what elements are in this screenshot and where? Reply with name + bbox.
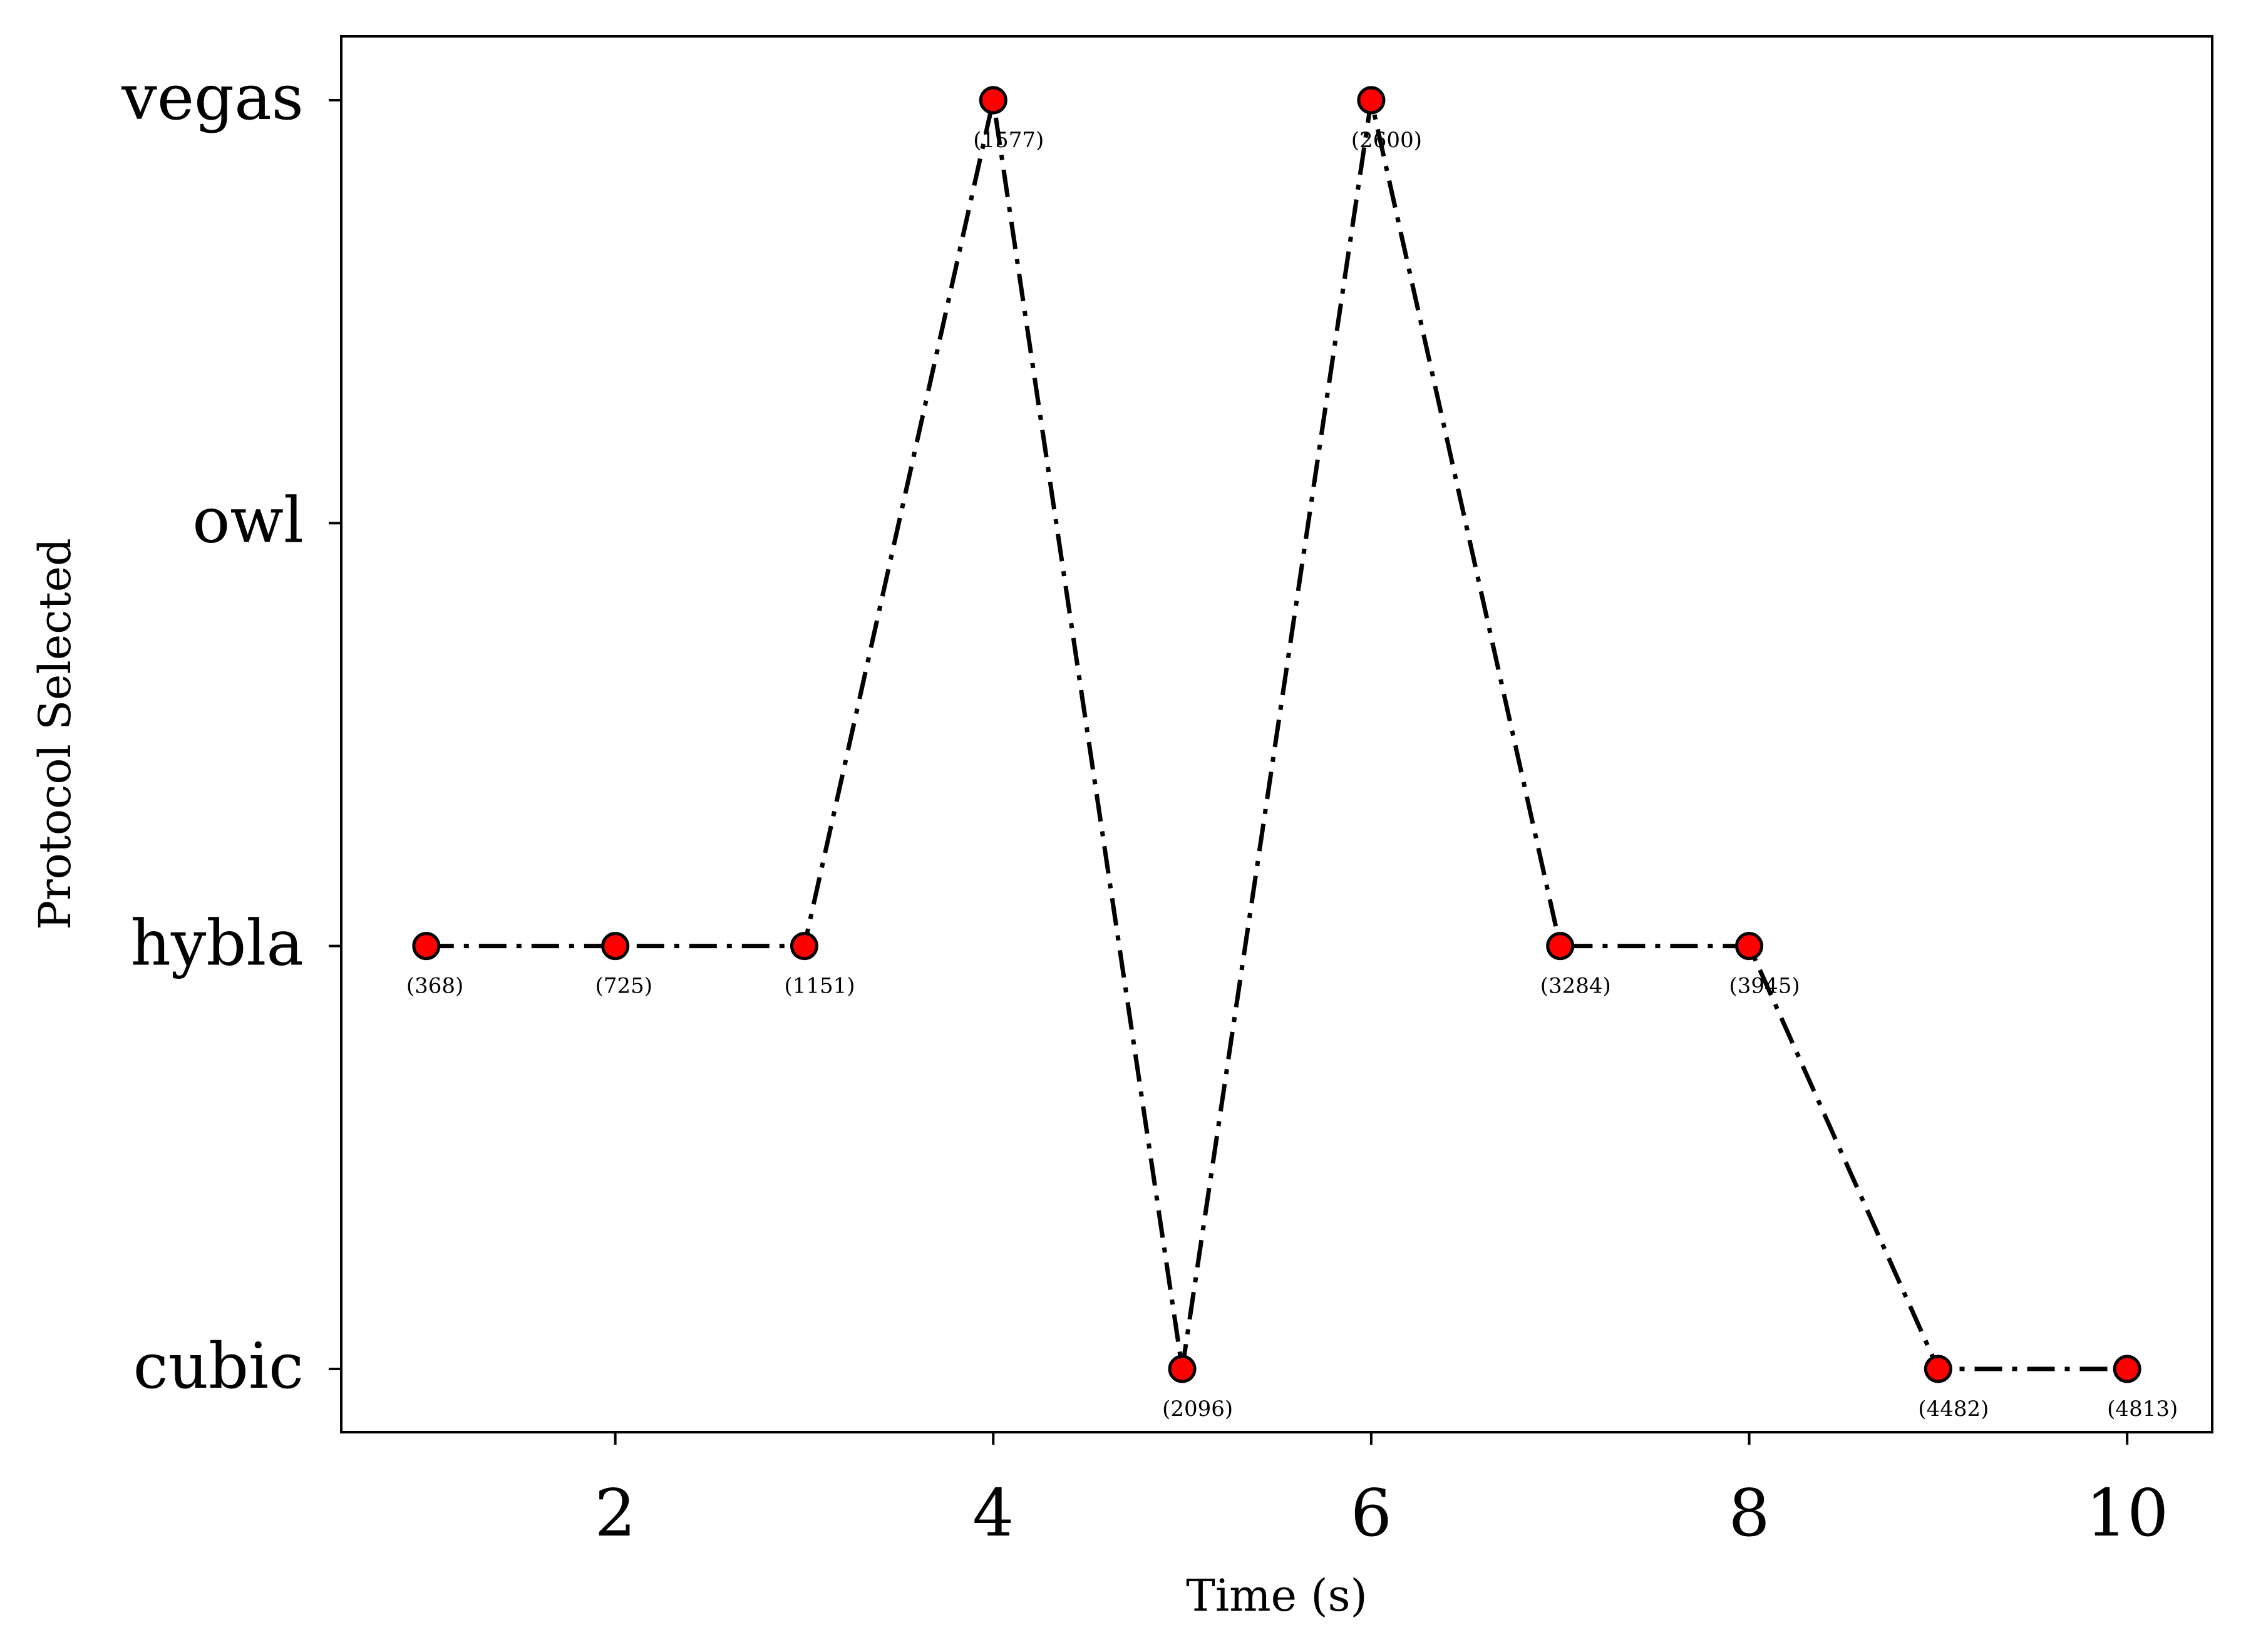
point-label: (4482) [1918,1396,1989,1422]
data-point [1168,1355,1197,1383]
point-label: (368) [406,974,463,999]
data-point [1924,1355,1952,1383]
x-tick-label: 8 [1728,1475,1770,1551]
labels: (368) (725) (1151) (1577) (2096) (2600) (3284)… [406,128,2178,1422]
point-label: (2600) [1351,128,1422,153]
data-point [790,932,818,961]
point-label: (1577) [973,128,1044,153]
data-point [1546,932,1575,961]
series-line [426,98,2128,1371]
point-label: (3284) [1540,974,1611,999]
data-point [979,86,1007,115]
data-point [412,932,441,961]
x-tick-label: 6 [1351,1475,1392,1551]
y-tick-label: vegas [121,61,304,134]
data-point [601,932,630,961]
point-label: (3945) [1729,974,1800,999]
plot-area [412,86,2141,1383]
y-tick-label: owl [192,483,304,557]
data-point [2113,1355,2141,1383]
y-tick-label: cubic [133,1329,304,1403]
x-tick-label: 2 [595,1475,636,1551]
x-axis-title: Time (s) [1186,1570,1368,1621]
axes-frame [340,35,2213,1433]
x-tick-label: 10 [2086,1475,2168,1551]
point-label: (725) [595,974,652,999]
point-label: (2096) [1162,1396,1233,1422]
x-tick-label: 4 [972,1475,1014,1551]
point-label: (4813) [2107,1396,2178,1422]
data-point [1735,932,1764,961]
y-tick-label: hybla [130,907,304,980]
point-label: (1151) [784,974,855,999]
axes: 2 4 6 8 10 cubic hybla owl vegas Time (s) Protocol… [29,35,2213,1621]
y-axis-title: Protocol Selected [29,538,81,930]
data-point [1357,86,1386,115]
